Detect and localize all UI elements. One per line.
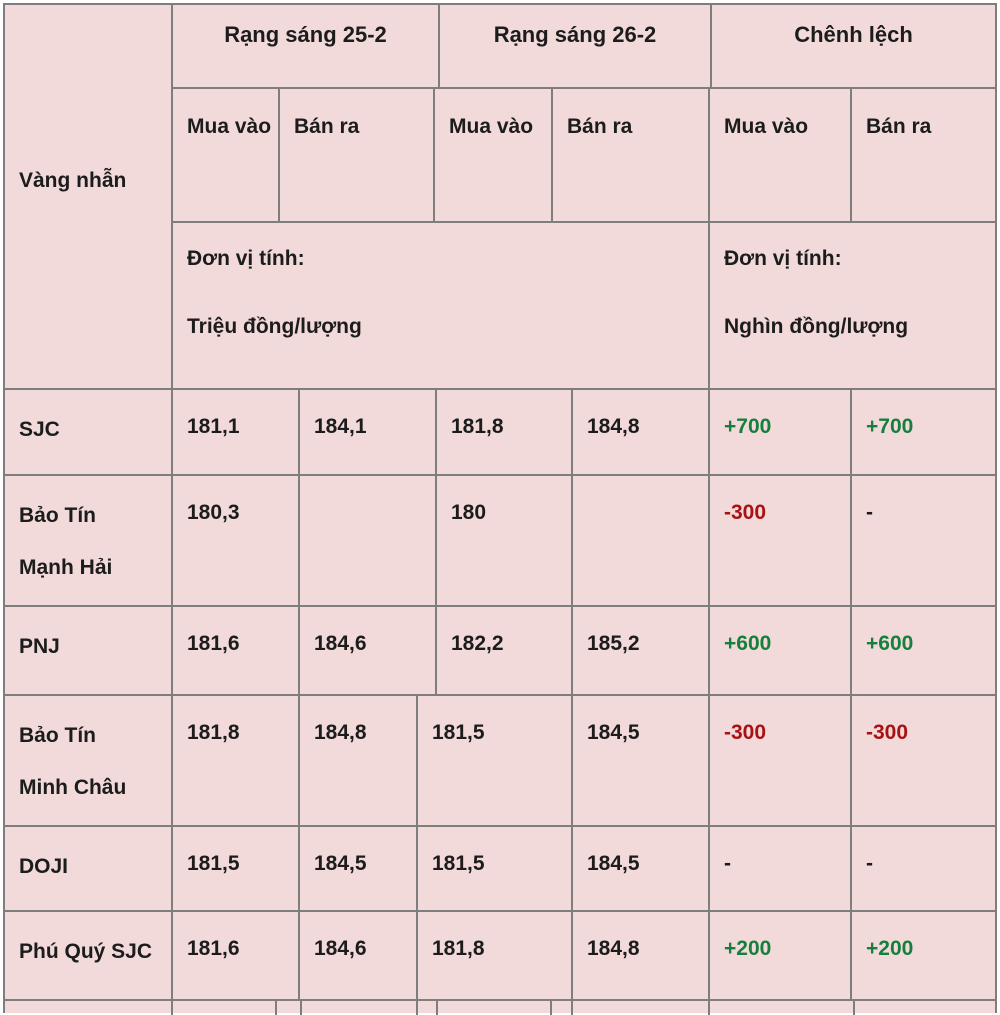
diff-cell: +700 — [866, 415, 914, 438]
group-header-26-2: Rạng sáng 26-2 — [440, 5, 712, 87]
group-header-chenh-lech: Chênh lệch — [794, 22, 913, 47]
price-cell: 181,5 — [418, 696, 573, 825]
diff-cell: - — [710, 827, 852, 910]
price-cell: 184,1 — [300, 390, 437, 474]
diff-cell: -300 — [866, 721, 909, 744]
price-cell: 181,5 — [418, 827, 573, 910]
diff-cell: +600 — [866, 632, 914, 655]
row-label: Bảo Tín Mạnh Hải — [5, 476, 173, 605]
column-group-row: Rạng sáng 25-2 Rạng sáng 26-2 Chênh lệch — [173, 5, 995, 87]
diff-cell: +600 — [710, 607, 852, 694]
diff-cell: -300 — [710, 476, 852, 605]
table-row-bao-tin-minh-chau: Bảo Tín Minh Châu 181,8 184,8 181,5 184,… — [5, 694, 995, 825]
table-row-doji: DOJI 181,5 184,5 181,5 184,5 - - — [5, 825, 995, 910]
unit-note-prices-label: Đơn vị tính: — [187, 247, 305, 270]
price-cell — [573, 476, 710, 605]
diff-cell: -300 — [710, 696, 852, 825]
row-label: Bảo Tín Minh Châu — [5, 696, 173, 825]
sub-header-mua-vao-26-2: Mua vào — [435, 89, 553, 221]
unit-note-prices-value: Triệu đồng/lượng — [187, 315, 362, 338]
row-label: DOJI — [5, 827, 173, 910]
price-cell: 184,5 — [300, 827, 418, 910]
sub-header-mua-vao-cl: Mua vào — [710, 89, 852, 221]
price-cell: 181,1 — [173, 390, 300, 474]
sub-header-row: Mua vào Bán ra Mua vào Bán ra Mua vào Bá… — [173, 87, 995, 221]
price-cell: 181,6 — [173, 607, 300, 694]
price-cell: 184,5 — [573, 827, 710, 910]
group-header-25-2: Rạng sáng 25-2 — [173, 5, 440, 87]
sub-header-ban-ra-cl: Bán ra — [866, 115, 932, 138]
table-row-bao-tin-manh-hai: Bảo Tín Mạnh Hải 180,3 180 -300 - — [5, 474, 995, 605]
price-cell — [300, 476, 437, 605]
diff-cell: +200 — [866, 937, 914, 960]
sub-header-ban-ra-26-2: Bán ra — [553, 89, 710, 221]
diff-cell: +700 — [710, 390, 852, 474]
price-cell: 184,8 — [573, 390, 710, 474]
sub-header-ban-ra-25-2: Bán ra — [280, 89, 435, 221]
unit-note-prices: Đơn vị tính: Triệu đồng/lượng — [173, 223, 710, 388]
gold-price-table: Vàng nhẫn Rạng sáng 25-2 Rạng sáng 26-2 … — [3, 3, 997, 1015]
corner-header-label: Vàng nhẫn — [19, 169, 127, 192]
diff-cell: +200 — [710, 912, 852, 999]
row-label: Phú Quý SJC — [5, 912, 173, 999]
table-row-pnj: PNJ 181,6 184,6 182,2 185,2 +600 +600 — [5, 605, 995, 694]
unit-note-diffs-value: Nghìn đồng/lượng — [724, 315, 909, 338]
price-cell: 184,8 — [573, 912, 710, 999]
diff-cell: - — [866, 501, 873, 524]
price-cell: 180 — [437, 476, 573, 605]
sub-header-mua-vao-25-2: Mua vào — [173, 89, 280, 221]
price-cell: 185,2 — [573, 607, 710, 694]
price-cell: 181,8 — [437, 390, 573, 474]
price-cell: 184,8 — [300, 696, 418, 825]
price-cell: 184,6 — [300, 912, 418, 999]
price-cell: 184,6 — [300, 607, 437, 694]
table-row-sjc: SJC 181,1 184,1 181,8 184,8 +700 +700 — [5, 388, 995, 474]
partial-next-row — [5, 999, 995, 1015]
row-label: SJC — [5, 390, 173, 474]
diff-cell: - — [866, 852, 873, 875]
price-cell: 181,5 — [173, 827, 300, 910]
price-cell: 181,8 — [418, 912, 573, 999]
price-cell: 181,8 — [173, 696, 300, 825]
price-cell: 184,5 — [573, 696, 710, 825]
unit-note-diffs: Đơn vị tính: Nghìn đồng/lượng — [710, 223, 995, 388]
corner-header-cell: Vàng nhẫn — [5, 5, 173, 388]
table-row-phu-quy-sjc: Phú Quý SJC 181,6 184,6 181,8 184,8 +200… — [5, 910, 995, 999]
unit-row: Đơn vị tính: Triệu đồng/lượng Đơn vị tín… — [173, 221, 995, 388]
unit-note-diffs-label: Đơn vị tính: — [724, 247, 842, 270]
price-cell: 180,3 — [173, 476, 300, 605]
price-cell: 182,2 — [437, 607, 573, 694]
row-label: PNJ — [5, 607, 173, 694]
price-cell: 181,6 — [173, 912, 300, 999]
table-header-band: Vàng nhẫn Rạng sáng 25-2 Rạng sáng 26-2 … — [5, 5, 995, 388]
